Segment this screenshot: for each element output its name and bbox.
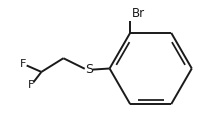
Text: Br: Br — [132, 7, 145, 20]
Text: S: S — [85, 63, 93, 76]
Text: F: F — [28, 80, 35, 90]
Text: F: F — [20, 59, 26, 69]
